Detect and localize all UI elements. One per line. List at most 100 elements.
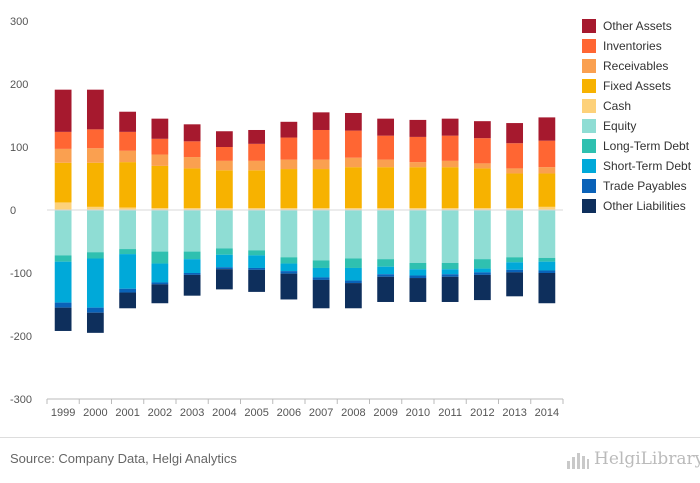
bar-segment [377,135,395,160]
bar-segment [506,257,524,263]
legend-swatch [582,19,596,33]
x-tick-label: 2010 [406,407,430,419]
bar-segment [119,210,137,250]
bar-segment [86,129,104,149]
bar-segment [506,208,524,210]
bar-segment [183,168,201,209]
bar-segment [506,272,524,297]
bar-segment [280,159,298,170]
bar-segment [86,307,104,313]
legend-label: Receivables [603,59,669,73]
bar-segment [409,167,427,209]
bar-segment [473,168,491,209]
bar-segment [280,257,298,264]
legend-item: Fixed Assets [582,76,698,96]
bar-segment [441,210,459,263]
legend-item: Trade Payables [582,176,698,196]
bar-segment [441,269,459,275]
bar-segment [183,259,201,273]
bar-segment [344,130,362,158]
bar-segment [441,262,459,270]
x-tick-label: 2007 [309,407,333,419]
bar-segment [473,268,491,273]
bar-segment [312,277,330,280]
legend-item: Equity [582,116,698,136]
legend-item: Cash [582,96,698,116]
bar-segment [538,273,556,304]
bar-segment [248,143,266,161]
bar-segment [377,259,395,267]
y-tick-label: 200 [10,79,28,91]
bar-segment [151,210,169,252]
legend-swatch [582,119,596,133]
bar-segment [538,206,556,210]
bar-segment [54,131,72,149]
bar-segment [538,173,556,207]
bar-segment [183,124,201,142]
bar-segment [312,260,330,268]
bar-segment [506,269,524,273]
bar-segment [377,210,395,260]
bar-segment [151,284,169,304]
bar-segment [119,254,137,289]
logo-text: HelgiLibrary [594,449,700,469]
bar-segment [119,131,137,151]
bar-segment [119,111,137,132]
legend-label: Long-Term Debt [603,139,690,153]
bar-segment [409,210,427,263]
bar-segment [215,254,233,268]
legend-item: Short-Term Debt [582,156,698,176]
bar-segment [377,266,395,275]
y-tick-label: 0 [10,205,16,217]
bar-segment [409,275,427,279]
legend-label: Short-Term Debt [603,159,692,173]
legend-item: Long-Term Debt [582,136,698,156]
bar-segment [280,121,298,138]
bar-segment [119,288,137,293]
bar-segment [344,167,362,209]
legend-swatch [582,199,596,213]
bar-segment [312,169,330,209]
bar-segment [215,267,233,270]
bar-segment [248,210,266,251]
bar-segment [538,257,556,262]
bar-segment [215,269,233,290]
bar-segment [54,162,72,203]
bar-segment [506,143,524,169]
bar-segment [538,140,556,168]
bar-segment [506,262,524,270]
bar-segment [473,138,491,164]
legend-label: Fixed Assets [603,79,672,93]
x-tick-label: 2002 [148,407,172,419]
bar-segment [312,210,330,261]
x-tick-label: 1999 [51,407,75,419]
bar-segment [248,269,266,292]
x-tick-label: 2009 [373,407,397,419]
bar-segment [54,302,72,308]
bar-segment [538,270,556,273]
bar-segment [183,210,201,252]
bar-segment [441,167,459,209]
bar-segment [248,267,266,270]
bar-segment [377,167,395,209]
bar-segment [344,112,362,131]
source-note: Source: Company Data, Helgi Analytics [10,451,237,466]
legend-item: Inventories [582,36,698,56]
bar-segment [538,261,556,271]
bar-segment [151,118,169,139]
legend-label: Other Assets [603,19,672,33]
bar-segment [215,147,233,161]
legend-swatch [582,39,596,53]
bar-segment [344,210,362,259]
bar-segment [86,258,104,308]
bar-segment [248,129,266,144]
bar-segment [280,263,298,272]
bar-segment [280,208,298,210]
x-tick-label: 2000 [83,407,107,419]
legend-label: Other Liabilities [603,199,686,213]
legend-label: Inventories [603,39,662,53]
bar-segment [312,279,330,309]
bar-segment [409,278,427,302]
bar-segment [312,112,330,130]
bar-segment [506,123,524,144]
